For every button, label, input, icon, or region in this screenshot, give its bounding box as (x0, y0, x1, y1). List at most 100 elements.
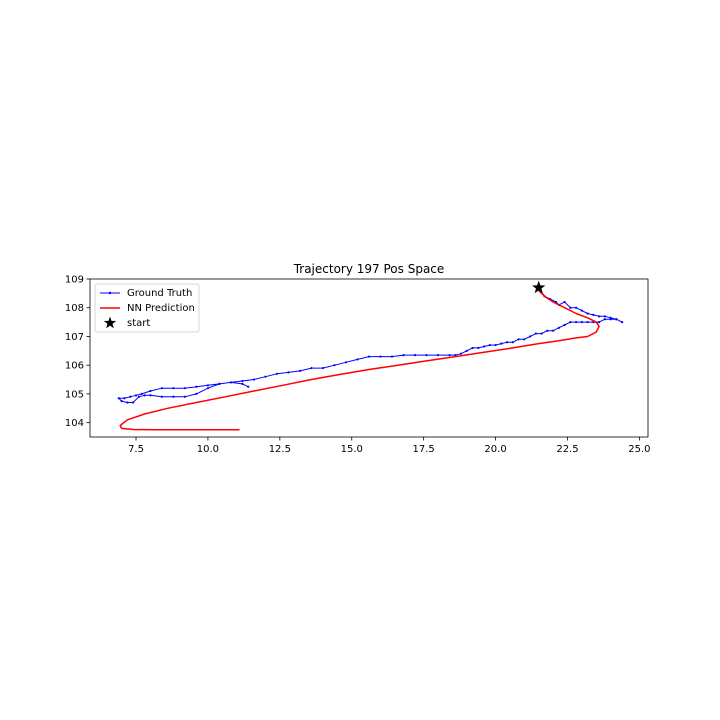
start-marker-star-icon (532, 280, 546, 294)
ground-truth-point (298, 369, 302, 373)
ground-truth-point (528, 335, 532, 338)
x-tick-label: 20.0 (484, 444, 506, 455)
ground-truth-point (402, 354, 405, 357)
legend: Ground Truth NN Prediction start (94, 283, 200, 333)
x-tick-label: 25.0 (628, 444, 650, 455)
x-tick-label: 7.5 (128, 444, 144, 455)
x-tick-label: 22.5 (556, 444, 578, 455)
ground-truth-point (264, 375, 267, 378)
ground-truth-point (500, 342, 503, 345)
ground-truth-point (603, 318, 606, 321)
ground-truth-point (172, 387, 175, 390)
ground-truth-point (206, 387, 210, 390)
ground-truth-point (132, 401, 135, 404)
ground-truth-point (540, 332, 543, 335)
ground-truth-point (206, 384, 210, 387)
ground-truth-point (117, 397, 120, 400)
ground-truth-point (143, 394, 146, 397)
y-tick-label: 106 (65, 361, 84, 372)
chart-title: Trajectory 197 Pos Space (293, 262, 445, 276)
legend-start-star-icon (103, 316, 117, 329)
ground-truth-point (241, 379, 244, 383)
ground-truth-point (477, 346, 480, 350)
ground-truth-point (592, 313, 595, 317)
x-tick-label: 17.5 (413, 444, 435, 455)
ground-truth-point (551, 329, 555, 332)
ground-truth-point (333, 364, 336, 367)
legend-ground-truth-marker (108, 291, 112, 295)
ground-truth-point (134, 394, 138, 397)
ground-truth-point (569, 306, 572, 309)
ground-truth-point (586, 312, 589, 315)
ground-truth-point (413, 354, 417, 357)
ground-truth-point (488, 343, 491, 347)
ground-truth-point (569, 320, 572, 324)
ground-truth-point (563, 323, 566, 327)
ground-truth-point (229, 381, 233, 384)
legend-box (94, 283, 200, 333)
ground-truth-point (534, 332, 537, 335)
ground-truth-point (603, 315, 606, 318)
ground-truth-point (574, 320, 578, 324)
x-tick-label: 10.0 (197, 444, 219, 455)
legend-ground-truth-label: Ground Truth (127, 288, 192, 299)
ground-truth-point (609, 318, 612, 321)
legend-nn-prediction-label: NN Prediction (127, 303, 195, 314)
ground-truth-point (149, 389, 152, 393)
ground-truth-point (563, 300, 566, 304)
ground-truth-point (425, 354, 428, 357)
ground-truth-point (321, 366, 325, 370)
ground-truth-point (356, 358, 359, 361)
y-tick-label: 107 (65, 332, 84, 343)
y-tick-label: 105 (65, 389, 84, 400)
ground-truth-point (129, 395, 132, 398)
ground-truth-point (195, 385, 198, 388)
ground-truth-point (574, 306, 578, 309)
ground-truth-point (494, 343, 497, 347)
ground-truth-point (580, 309, 583, 312)
ground-truth-point (123, 397, 126, 400)
ground-truth-point (465, 349, 468, 352)
ground-truth-point (517, 338, 520, 341)
ground-truth-point (598, 320, 601, 324)
ground-truth-point (241, 382, 244, 385)
y-tick-label: 104 (65, 418, 84, 429)
ground-truth-point (523, 338, 526, 341)
ground-truth-point (183, 395, 187, 398)
legend-start-label: start (127, 318, 150, 329)
ground-truth-point (367, 355, 371, 358)
ground-truth-point (621, 320, 624, 324)
ground-truth-point (287, 371, 290, 374)
ground-truth-point (120, 399, 123, 403)
ground-truth-point (344, 361, 348, 364)
ground-truth-point (137, 395, 140, 398)
ground-truth-point (172, 395, 175, 398)
ground-truth-point (218, 382, 221, 385)
x-tick-label: 12.5 (269, 444, 291, 455)
ground-truth-point (390, 355, 394, 358)
ground-truth-point (160, 387, 164, 390)
ground-truth-point (511, 341, 514, 344)
ground-truth-point (546, 329, 549, 332)
ground-truth-point (160, 395, 164, 398)
ground-truth-point (448, 354, 451, 357)
ground-truth-point (459, 352, 463, 355)
ground-truth-point (379, 355, 382, 358)
ground-truth-point (471, 346, 474, 350)
ground-truth-point (436, 354, 440, 357)
ground-truth-point (557, 326, 560, 329)
y-tick-label: 109 (65, 275, 84, 286)
ground-truth-point (598, 315, 601, 318)
plot-frame (89, 278, 649, 438)
ground-truth-point (275, 372, 279, 375)
ground-truth-point (195, 392, 198, 396)
ground-truth-point (140, 392, 143, 396)
ground-truth-point (247, 385, 250, 388)
ground-truth-point (454, 354, 457, 357)
ground-truth-point (149, 394, 152, 397)
ground-truth-point (126, 401, 129, 404)
nn-prediction-line (119, 289, 600, 431)
ground-truth-point (482, 345, 486, 348)
series-layer (117, 280, 624, 431)
